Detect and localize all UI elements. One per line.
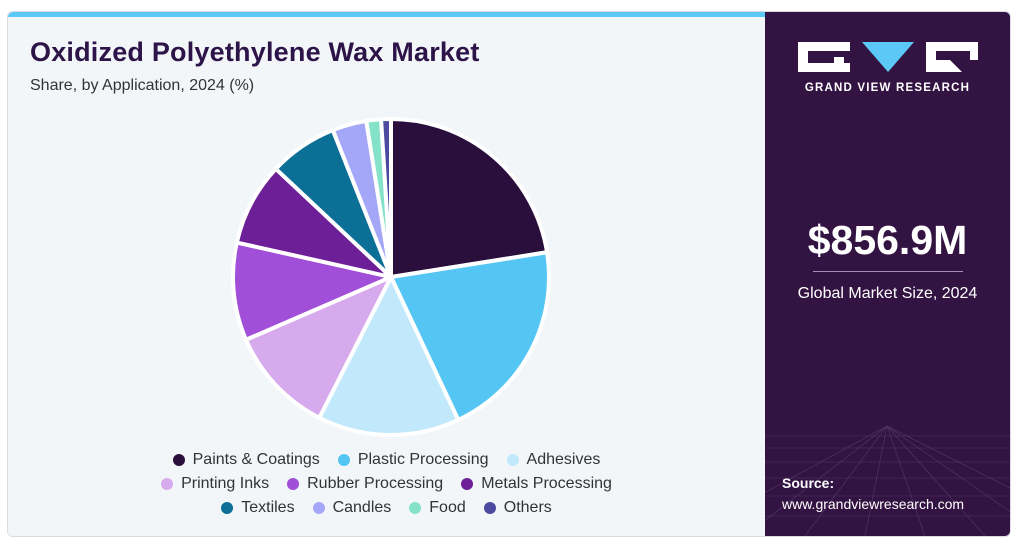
legend-row: Textiles Candles Food Others (8, 496, 765, 520)
legend-swatch (287, 478, 300, 490)
chart-subtitle: Share, by Application, 2024 (%) (30, 77, 255, 94)
market-size-value: $856.9M (807, 217, 968, 263)
legend-item: Paints & Coatings (172, 451, 320, 469)
legend-item: Metals Processing (461, 475, 612, 493)
legend-swatch (337, 454, 350, 466)
summary-panel: GRAND VIEW RESEARCH $856.9M Global Marke… (765, 12, 1010, 536)
legend-swatch (506, 454, 519, 466)
legend-item: Adhesives (506, 451, 601, 469)
legend-item: Textiles (221, 499, 295, 517)
legend-item: Others (483, 499, 552, 517)
legend-label: Food (429, 499, 466, 516)
legend-item: Food (409, 499, 466, 517)
pie-slice-rubber-processing (231, 240, 393, 342)
infographic-card: Oxidized Polyethylene Wax Market Share, … (7, 11, 1011, 537)
legend-label: Candles (332, 499, 392, 516)
legend-label: Plastic Processing (357, 451, 489, 468)
pie-slice-adhesives (317, 275, 461, 437)
chart-title: Oxidized Polyethylene Wax Market (30, 37, 480, 67)
legend-label: Others (503, 499, 552, 516)
legend-item: Rubber Processing (287, 475, 443, 493)
chart-legend: Paints & Coatings Plastic Processing Adhes… (8, 448, 765, 520)
pie-slice-plastic-processing (389, 250, 551, 422)
chart-panel: Oxidized Polyethylene Wax Market Share, … (8, 12, 765, 536)
legend-swatch (221, 502, 234, 514)
source-label: Source: (782, 475, 835, 491)
pie-slice-paints-coatings (389, 117, 550, 279)
source-url[interactable]: www.grandviewresearch.com (782, 496, 965, 512)
legend-label: Metals Processing (481, 475, 612, 492)
legend-swatch (161, 478, 174, 490)
legend-swatch (312, 502, 325, 514)
brand-name: GRAND VIEW RESEARCH (804, 82, 971, 94)
pie-chart (231, 116, 551, 437)
legend-swatch (172, 454, 185, 466)
legend-swatch (483, 502, 496, 514)
legend-row: Paints & Coatings Plastic Processing Adhes… (8, 448, 765, 472)
legend-swatch (409, 502, 422, 514)
legend-label: Printing Inks (181, 475, 270, 492)
legend-label: Textiles (241, 499, 295, 516)
accent-bar (8, 12, 765, 17)
legend-item: Candles (312, 499, 392, 517)
legend-label: Rubber Processing (307, 475, 444, 492)
legend-swatch (461, 478, 474, 490)
divider (813, 271, 963, 272)
legend-label: Paints & Coatings (192, 451, 320, 468)
brand-logo (798, 42, 978, 72)
market-size-label: Global Market Size, 2024 (797, 285, 978, 302)
legend-item: Printing Inks (161, 475, 269, 493)
grid-pattern (765, 426, 1010, 536)
pie-slice-printing-inks (243, 275, 393, 420)
legend-item: Plastic Processing (337, 451, 489, 469)
pie-slice-others (379, 116, 393, 279)
legend-row: Printing Inks Rubber Processing Metals Pro… (8, 472, 765, 496)
legend-label: Adhesives (526, 451, 601, 468)
